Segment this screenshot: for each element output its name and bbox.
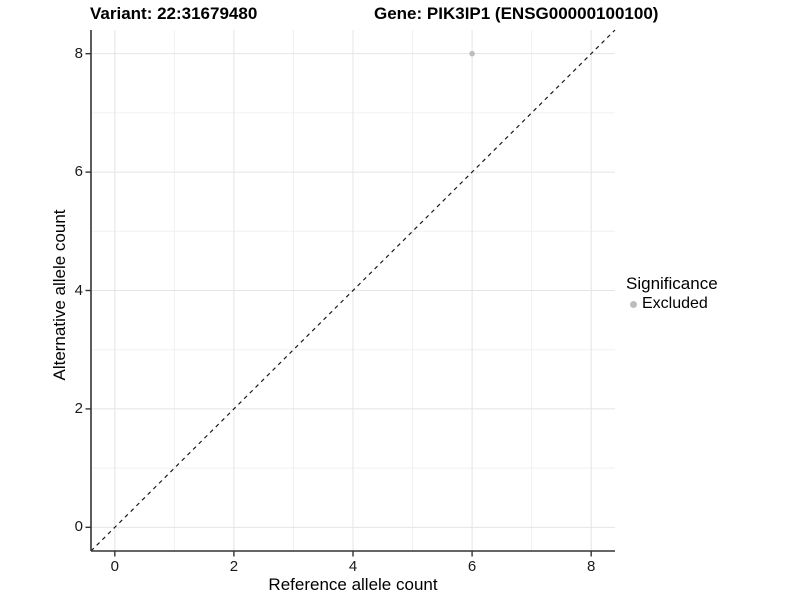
identity-dashed-line (90, 29, 616, 552)
variant-title: Variant: 22:31679480 (90, 4, 258, 23)
x-tick-label: 2 (229, 558, 239, 575)
data-point-excluded (469, 50, 475, 57)
y-tick-label: 0 (74, 518, 83, 536)
y-tick-label: 8 (74, 44, 83, 62)
x-tick-label: 0 (110, 558, 119, 575)
gene-title: Gene: PIK3IP1 (ENSG00000100100) (374, 4, 659, 23)
x-axis-title: Reference allele count (268, 575, 438, 594)
legend: Significance Excluded (626, 274, 718, 313)
legend-entry-excluded: Excluded (626, 295, 718, 313)
legend-title: Significance (626, 274, 718, 293)
legend-point-icon (630, 300, 637, 308)
x-tick-label: 8 (587, 558, 596, 575)
x-tick-label: 6 (467, 558, 477, 575)
y-tick-label: 6 (74, 163, 83, 181)
y-tick-label: 2 (74, 399, 83, 417)
legend-entry-label: Excluded (642, 295, 708, 312)
y-tick-label: 4 (74, 281, 83, 299)
x-tick-label: 4 (348, 558, 358, 575)
